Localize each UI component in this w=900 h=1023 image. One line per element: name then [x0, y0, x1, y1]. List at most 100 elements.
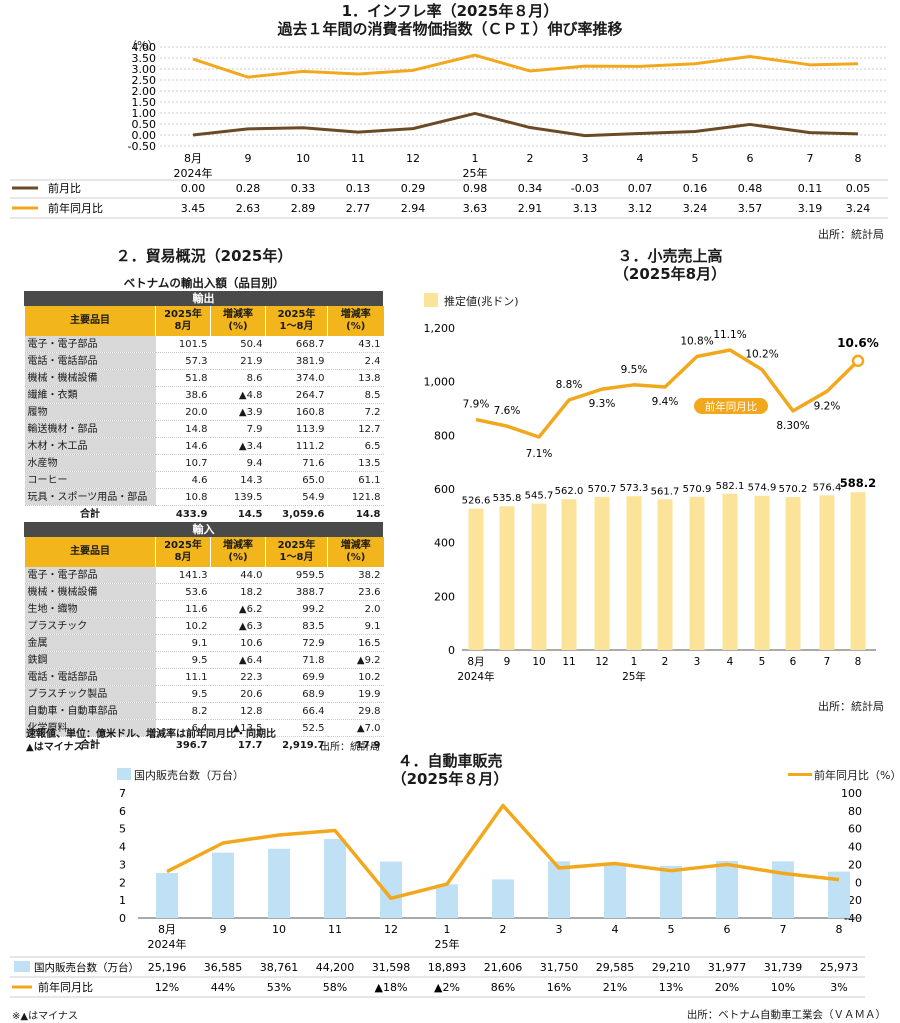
auto-table-yoy: 16% [547, 981, 571, 994]
cpi-table-value: 0.05 [846, 182, 871, 195]
cpi-table-value: 3.12 [628, 202, 653, 215]
trade-total-cell: 14.5 [210, 505, 266, 522]
trade-row: プラスチック 10.2 ▲6.3 83.5 9.1 [24, 617, 384, 635]
retail-title: ３．小売売上高 [617, 247, 723, 265]
trade-cell-value: 38.6 [155, 386, 211, 404]
trade-header-cell: 主要品目 [24, 306, 156, 336]
retail-x-tick: 6 [790, 656, 797, 668]
trade-row: 電話・電話部品 11.1 22.3 69.9 10.2 [24, 668, 384, 686]
cpi-y-tick: 3.00 [132, 63, 157, 76]
auto-y-left-tick: 4 [119, 841, 126, 854]
trade-cell-value: 53.6 [155, 583, 211, 601]
cpi-table-value: 0.16 [683, 182, 708, 195]
trade-cell-value: 19.9 [327, 685, 384, 703]
trade-item-name: 輸送機材・部品 [24, 420, 156, 438]
retail-bar [468, 508, 484, 650]
cpi-unit-label: （%） [126, 39, 159, 52]
trade-item-name: コーヒー [24, 471, 156, 489]
trade-cell-value: ▲6.3 [210, 617, 266, 635]
auto-y-left-tick: 2 [119, 876, 126, 889]
trade-cell-value: ▲9.2 [327, 651, 384, 669]
trade-cell-value: 68.9 [265, 685, 328, 703]
auto-table-yoy: 21% [603, 981, 627, 994]
retail-yoy-label: 9.3% [589, 398, 616, 410]
auto-y-right-tick: 100 [841, 787, 862, 800]
auto-table-yoy: 20% [715, 981, 739, 994]
trade-cell-value: 10.8 [155, 488, 211, 506]
retail-subtitle: （2025年8月） [613, 265, 727, 283]
retail-bar [531, 503, 547, 650]
auto-table-units: 21,606 [484, 961, 523, 974]
trade-cell-value: 50.4 [210, 336, 266, 353]
trade-cell-value: 43.1 [327, 336, 384, 353]
auto-bar [828, 871, 850, 918]
retail-x-sublabel: 25年 [622, 670, 646, 683]
trade-subtitle: ベトナムの輸出入額（品目別） [123, 276, 285, 290]
retail-x-tick: 12 [595, 656, 608, 668]
retail-bar [689, 496, 705, 650]
auto-x-tick: 2 [500, 923, 507, 936]
retail-yoy-label: 7.1% [526, 448, 553, 460]
retail-y-tick: 200 [434, 590, 455, 603]
trade-cell-value: 29.8 [327, 702, 384, 720]
trade-title: ２．貿易概況（2025年） [115, 247, 293, 265]
trade-header-cell: 2025年 1～8月 [265, 537, 328, 567]
auto-x-sublabel: 25年 [435, 937, 460, 951]
trade-total-cell: 14.8 [327, 505, 384, 522]
auto-bar [268, 848, 290, 918]
trade-item-name: 電話・電話部品 [24, 668, 156, 686]
auto-x-tick: 11 [328, 923, 342, 936]
trade-item-name: 玩具・スポーツ用品・部品 [24, 488, 156, 506]
auto-y-left-tick: 7 [119, 787, 126, 800]
trade-cell-value: 10.6 [210, 634, 266, 652]
trade-item-name: 生地・織物 [24, 600, 156, 618]
cpi-x-tick: 11 [351, 152, 365, 165]
auto-bar [604, 865, 626, 918]
retail-x-tick: 11 [562, 656, 575, 668]
cpi-x-tick: 5 [692, 152, 699, 165]
trade-row: 機械・機械設備 53.6 18.2 388.7 23.6 [24, 583, 384, 601]
trade-cell-value: 38.2 [327, 567, 384, 584]
trade-header-cell: 2025年 1～8月 [265, 306, 328, 336]
retail-bar-label: 574.9 [748, 483, 777, 494]
trade-item-name: 機械・機械設備 [24, 583, 156, 601]
cpi-x-tick: 4 [637, 152, 644, 165]
trade-cell-value: 99.2 [265, 600, 328, 618]
trade-total-cell: 合計 [24, 505, 156, 522]
auto-source: 出所：ベトナム自動車工業会（ＶＡＭＡ） [686, 1009, 886, 1021]
cpi-table-value: 3.19 [798, 202, 823, 215]
auto-bar [772, 861, 794, 918]
retail-bar-label: 535.8 [493, 493, 522, 504]
cpi-table-value: 2.91 [518, 202, 543, 215]
trade-cell-value: 11.1 [155, 668, 211, 686]
cpi-legend-label: 前年同月比 [48, 201, 103, 215]
trade-cell-value: ▲3.4 [210, 437, 266, 455]
trade-cell-value: 374.0 [265, 369, 328, 387]
retail-x-tick: 3 [694, 656, 701, 668]
trade-total-row: 合計 433.9 14.5 3,059.6 14.8 [24, 505, 384, 522]
trade-cell-value: 23.6 [327, 583, 384, 601]
auto-bar [380, 861, 402, 918]
retail-source: 出所：統計局 [818, 700, 884, 713]
retail-y-tick: 400 [434, 537, 455, 550]
cpi-table-value: 3.24 [683, 202, 708, 215]
trade-cell-value: 10.2 [327, 668, 384, 686]
retail-yoy-label: 9.2% [814, 400, 841, 412]
cpi-table-value: 3.13 [573, 202, 598, 215]
retail-x-tick: 2 [662, 656, 669, 668]
retail-yoy-label: 7.6% [494, 405, 521, 417]
cpi-table-value: 3.45 [181, 202, 206, 215]
trade-row: 繊維・衣類 38.6 ▲4.8 264.7 8.5 [24, 386, 384, 404]
auto-bar [548, 861, 570, 918]
retail-bar-label: 573.3 [620, 483, 649, 494]
trade-cell-value: 9.1 [327, 617, 384, 635]
trade-cell-value: 8.2 [155, 702, 211, 720]
retail-bar [785, 496, 801, 650]
retail-x-tick: 8 [855, 656, 862, 668]
trade-row: 水産物 10.7 9.4 71.6 13.5 [24, 454, 384, 472]
trade-cell-value: 381.9 [265, 352, 328, 370]
retail-bar-label: 526.6 [462, 496, 491, 507]
cpi-table-value: -0.03 [571, 182, 599, 195]
auto-y-left-tick: 0 [119, 912, 126, 925]
trade-cell-value: ▲7.0 [327, 719, 384, 737]
